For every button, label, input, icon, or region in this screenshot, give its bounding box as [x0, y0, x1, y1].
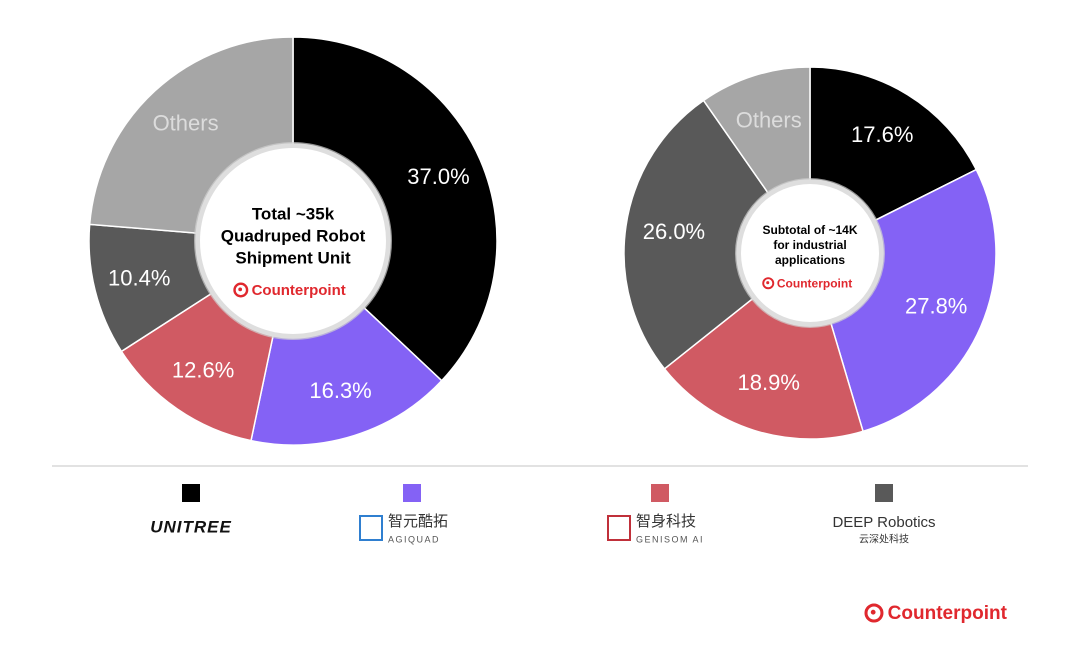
legend-brand-icon	[359, 515, 383, 541]
brand-logo: Counterpoint	[864, 603, 1008, 624]
brand-icon-dot	[766, 281, 770, 285]
brand-name: Counterpoint	[777, 276, 852, 290]
brand-icon	[233, 282, 249, 298]
value-label: 17.6%	[851, 122, 913, 147]
center-text: Shipment Unit	[235, 248, 351, 267]
slice-label: Others	[153, 110, 219, 135]
legend-brand: UNITREE	[150, 517, 232, 536]
brand-logo: Counterpoint	[762, 276, 852, 290]
legend-brand: GENISOM AI	[636, 534, 704, 544]
legend-swatch	[182, 484, 200, 502]
brand-icon-dot	[238, 287, 243, 292]
value-label: 26.0%	[643, 219, 705, 244]
center-text: applications	[775, 253, 845, 267]
legend-brand: DEEP Robotics	[832, 514, 935, 531]
legend-brand: AGIQUAD	[388, 534, 440, 544]
value-label: 10.4%	[108, 265, 170, 290]
center-text: Subtotal of ~14K	[762, 223, 857, 237]
center-text: Total ~35k	[252, 204, 335, 223]
slice-label: Others	[736, 108, 802, 133]
brand-name: Counterpoint	[252, 282, 346, 299]
center-text: for industrial	[773, 238, 846, 252]
legend-swatch	[651, 484, 669, 502]
center-text: Quadruped Robot	[221, 226, 366, 245]
brand-name: Counterpoint	[888, 603, 1008, 624]
brand-logo: Counterpoint	[233, 282, 346, 299]
brand-icon-dot	[870, 609, 876, 615]
center-disc	[741, 184, 879, 322]
value-label: 18.9%	[738, 370, 800, 395]
brand-icon	[864, 603, 884, 623]
legend-brand-icon	[607, 515, 631, 541]
brand-icon	[762, 277, 775, 290]
value-label: 27.8%	[905, 293, 967, 318]
legend-brand-native: 智身科技	[636, 512, 696, 530]
value-label: 16.3%	[309, 378, 371, 403]
value-label: 37.0%	[407, 164, 469, 189]
value-label: 12.6%	[172, 357, 234, 382]
legend-swatch	[403, 484, 421, 502]
legend-swatch	[875, 484, 893, 502]
legend-brand-native: 云深处科技	[859, 533, 909, 546]
legend-brand-native: 智元酷拓	[388, 512, 448, 530]
